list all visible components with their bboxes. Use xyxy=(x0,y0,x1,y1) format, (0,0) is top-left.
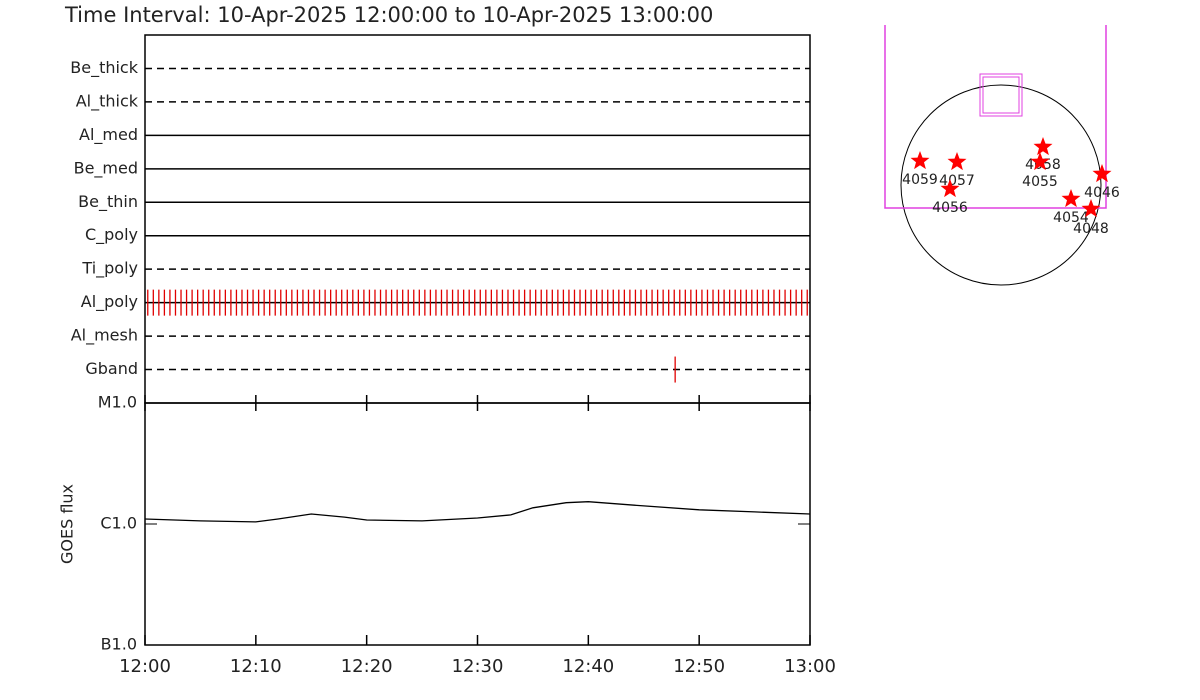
ar-star xyxy=(1081,199,1101,218)
ar-star xyxy=(947,152,967,171)
y-axis-label: GOES flux xyxy=(58,484,77,564)
y-tick-label: M1.0 xyxy=(98,393,137,412)
fov-box xyxy=(979,73,1023,117)
filter-label: C_poly xyxy=(85,225,138,245)
ar-label: 4055 xyxy=(1022,174,1058,190)
filter-label: Al_poly xyxy=(81,292,138,312)
ar-star xyxy=(1061,189,1081,208)
goes-curve xyxy=(144,501,811,523)
ar-star xyxy=(1030,152,1050,171)
fov-box-inner xyxy=(982,76,1020,114)
timeline-frame xyxy=(144,34,811,404)
filter-label: Gband xyxy=(85,359,138,378)
x-tick-label: 12:20 xyxy=(341,656,393,677)
filter-label: Al_med xyxy=(79,125,138,145)
filter-label: Al_mesh xyxy=(71,326,138,346)
fov-outline xyxy=(884,25,1107,209)
goes-frame xyxy=(144,402,811,646)
x-tick-label: 12:30 xyxy=(452,656,504,677)
y-tick-label: B1.0 xyxy=(101,635,137,654)
x-tick-label: 12:00 xyxy=(119,656,171,677)
ar-star xyxy=(910,151,930,170)
filter-label: Ti_poly xyxy=(81,259,138,279)
x-tick-label: 12:50 xyxy=(673,656,725,677)
ar-label: 4048 xyxy=(1073,221,1109,237)
active-regions: 40594057405640584055404640544048 xyxy=(902,137,1120,237)
filter-label: Be_med xyxy=(74,158,138,178)
filter-label: Be_thin xyxy=(78,192,138,212)
solar-disk xyxy=(900,84,1102,286)
ar-label: 4046 xyxy=(1084,185,1120,201)
ar-label: 4054 xyxy=(1053,210,1089,226)
ar-label: 4056 xyxy=(932,200,968,216)
ar-star xyxy=(1092,164,1112,183)
ar-star xyxy=(1033,137,1053,156)
x-tick-label: 13:00 xyxy=(784,656,836,677)
sun-map xyxy=(884,25,1107,286)
y-tick-label: C1.0 xyxy=(100,514,137,533)
ar-label: 4059 xyxy=(902,172,938,188)
chart-title: Time Interval: 10-Apr-2025 12:00:00 to 1… xyxy=(64,3,713,27)
x-tick-label: 12:40 xyxy=(562,656,614,677)
filter-label: Al_thick xyxy=(76,91,139,111)
filter-label: Be_thick xyxy=(70,58,138,78)
ar-star xyxy=(940,179,960,198)
x-tick-label: 12:10 xyxy=(230,656,282,677)
